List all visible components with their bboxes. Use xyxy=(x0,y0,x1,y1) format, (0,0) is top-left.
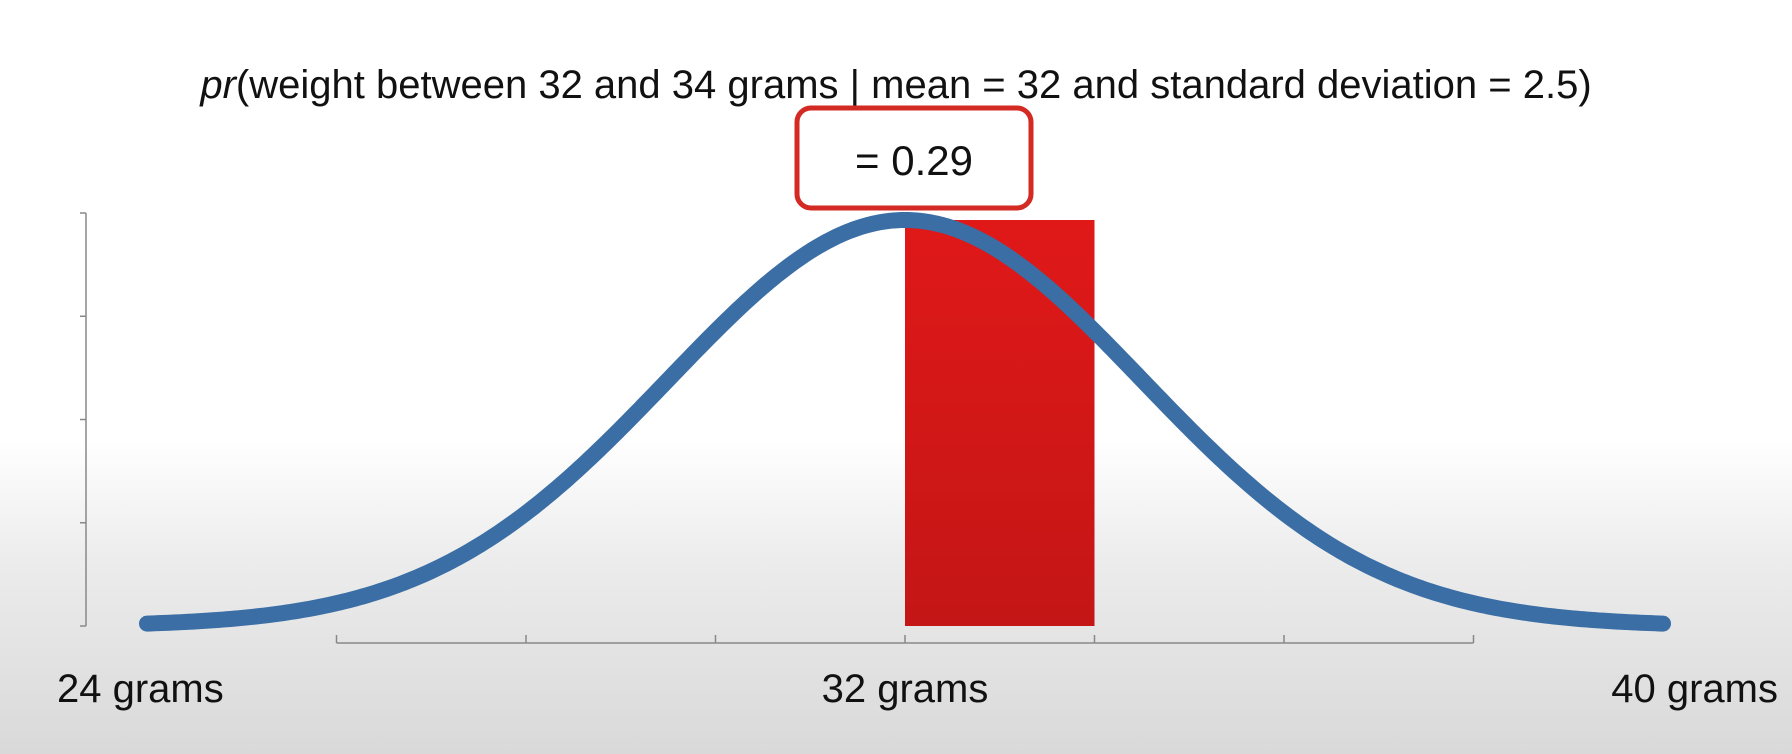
title-prefix: pr xyxy=(199,63,237,107)
result-callout: = 0.29 xyxy=(794,105,1034,211)
result-box xyxy=(794,105,1034,211)
x-tick-label: 32 grams xyxy=(822,667,989,711)
density-curve xyxy=(139,212,1671,632)
x-tick-labels: 24 grams 32 grams 40 grams xyxy=(57,667,1778,711)
x-tick-label: 24 grams xyxy=(57,667,224,711)
title-rest: (weight between 32 and 34 grams | mean =… xyxy=(236,63,1592,107)
x-axis xyxy=(335,635,1475,644)
result-value: = 0.29 xyxy=(855,137,973,184)
x-tick-label: 40 grams xyxy=(1611,667,1778,711)
shaded-probability-area xyxy=(905,220,1095,626)
y-axis xyxy=(80,212,87,627)
chart-title: pr(weight between 32 and 34 grams | mean… xyxy=(199,63,1591,107)
